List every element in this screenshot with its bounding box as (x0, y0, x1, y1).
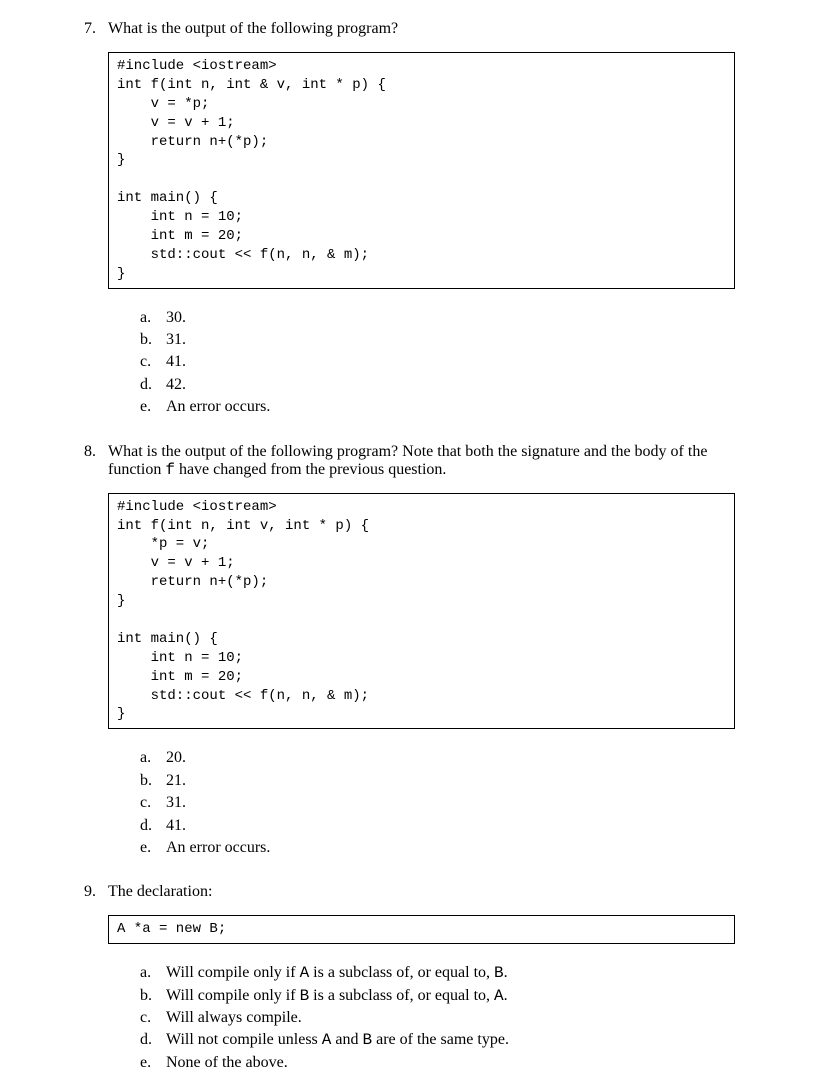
answer-letter: b. (140, 770, 166, 792)
question-7-answers: a. 30. b. 31. c. 41. d. 42. e. An error … (140, 307, 735, 419)
answer-item: b. 31. (140, 329, 735, 351)
question-7-code: #include <iostream> int f(int n, int & v… (108, 52, 735, 289)
answer-letter: a. (140, 307, 166, 329)
answer-pre: Will compile only if (166, 987, 300, 1004)
answer-text: 21. (166, 770, 186, 792)
answer-letter: c. (140, 792, 166, 814)
question-8: 8. What is the output of the following p… (80, 443, 735, 860)
answer-item: a. 20. (140, 747, 735, 769)
answer-item: e. An error occurs. (140, 396, 735, 418)
question-8-code: #include <iostream> int f(int n, int v, … (108, 493, 735, 730)
answer-mid: is a subclass of, or equal to, (309, 964, 494, 981)
answer-code: A (494, 987, 504, 1005)
answer-item: c. 31. (140, 792, 735, 814)
answer-letter: e. (140, 1052, 166, 1074)
answer-code: B (363, 1031, 373, 1049)
answer-item: c. Will always compile. (140, 1007, 735, 1029)
answer-letter: b. (140, 329, 166, 351)
question-text: The declaration: (108, 883, 735, 901)
answer-item: d. 41. (140, 815, 735, 837)
answer-letter: d. (140, 815, 166, 837)
answer-code: B (494, 964, 504, 982)
question-7: 7. What is the output of the following p… (80, 20, 735, 419)
answer-text: 41. (166, 351, 186, 373)
question-8-answers: a. 20. b. 21. c. 31. d. 41. e. An error … (140, 747, 735, 859)
question-text: What is the output of the following prog… (108, 20, 735, 38)
question-7-prompt: 7. What is the output of the following p… (80, 20, 735, 38)
prompt-post: have changed from the previous question. (175, 461, 446, 478)
answer-text: Will always compile. (166, 1007, 302, 1029)
answer-text: 20. (166, 747, 186, 769)
answer-text: Will compile only if B is a subclass of,… (166, 985, 508, 1007)
answer-mid: is a subclass of, or equal to, (309, 987, 494, 1004)
answer-letter: c. (140, 1007, 166, 1029)
answer-letter: a. (140, 962, 166, 984)
answer-text: None of the above. (166, 1052, 288, 1074)
answer-letter: e. (140, 396, 166, 418)
answer-letter: c. (140, 351, 166, 373)
answer-pre: Will not compile unless (166, 1031, 322, 1048)
answer-text: 41. (166, 815, 186, 837)
answer-text: An error occurs. (166, 837, 270, 859)
answer-letter: b. (140, 985, 166, 1007)
answer-item: a. 30. (140, 307, 735, 329)
answer-post: . (504, 964, 508, 981)
answer-pre: Will compile only if (166, 964, 300, 981)
question-number: 9. (80, 883, 108, 901)
prompt-code: f (165, 461, 175, 479)
answer-item: b. 21. (140, 770, 735, 792)
answer-mid: and (331, 1031, 362, 1048)
answer-text: Will not compile unless A and B are of t… (166, 1029, 509, 1051)
answer-item: e. None of the above. (140, 1052, 735, 1074)
answer-letter: a. (140, 747, 166, 769)
question-text: What is the output of the following prog… (108, 443, 735, 479)
question-9: 9. The declaration: A *a = new B; a. Wil… (80, 883, 735, 1074)
answer-text: Will compile only if A is a subclass of,… (166, 962, 508, 984)
answer-item: b. Will compile only if B is a subclass … (140, 985, 735, 1007)
answer-item: e. An error occurs. (140, 837, 735, 859)
answer-letter: d. (140, 1029, 166, 1051)
answer-item: a. Will compile only if A is a subclass … (140, 962, 735, 984)
answer-letter: e. (140, 837, 166, 859)
question-9-code: A *a = new B; (108, 915, 735, 944)
answer-text: 31. (166, 792, 186, 814)
question-8-prompt: 8. What is the output of the following p… (80, 443, 735, 479)
answer-code: A (322, 1031, 332, 1049)
answer-text: 30. (166, 307, 186, 329)
question-number: 8. (80, 443, 108, 479)
answer-code: B (300, 987, 310, 1005)
answer-text: 42. (166, 374, 186, 396)
answer-code: A (300, 964, 310, 982)
question-9-prompt: 9. The declaration: (80, 883, 735, 901)
answer-item: d. 42. (140, 374, 735, 396)
answer-item: c. 41. (140, 351, 735, 373)
answer-post: are of the same type. (372, 1031, 509, 1048)
question-9-answers: a. Will compile only if A is a subclass … (140, 962, 735, 1074)
answer-letter: d. (140, 374, 166, 396)
question-number: 7. (80, 20, 108, 38)
answer-item: d. Will not compile unless A and B are o… (140, 1029, 735, 1051)
answer-text: An error occurs. (166, 396, 270, 418)
answer-post: . (504, 987, 508, 1004)
answer-text: 31. (166, 329, 186, 351)
